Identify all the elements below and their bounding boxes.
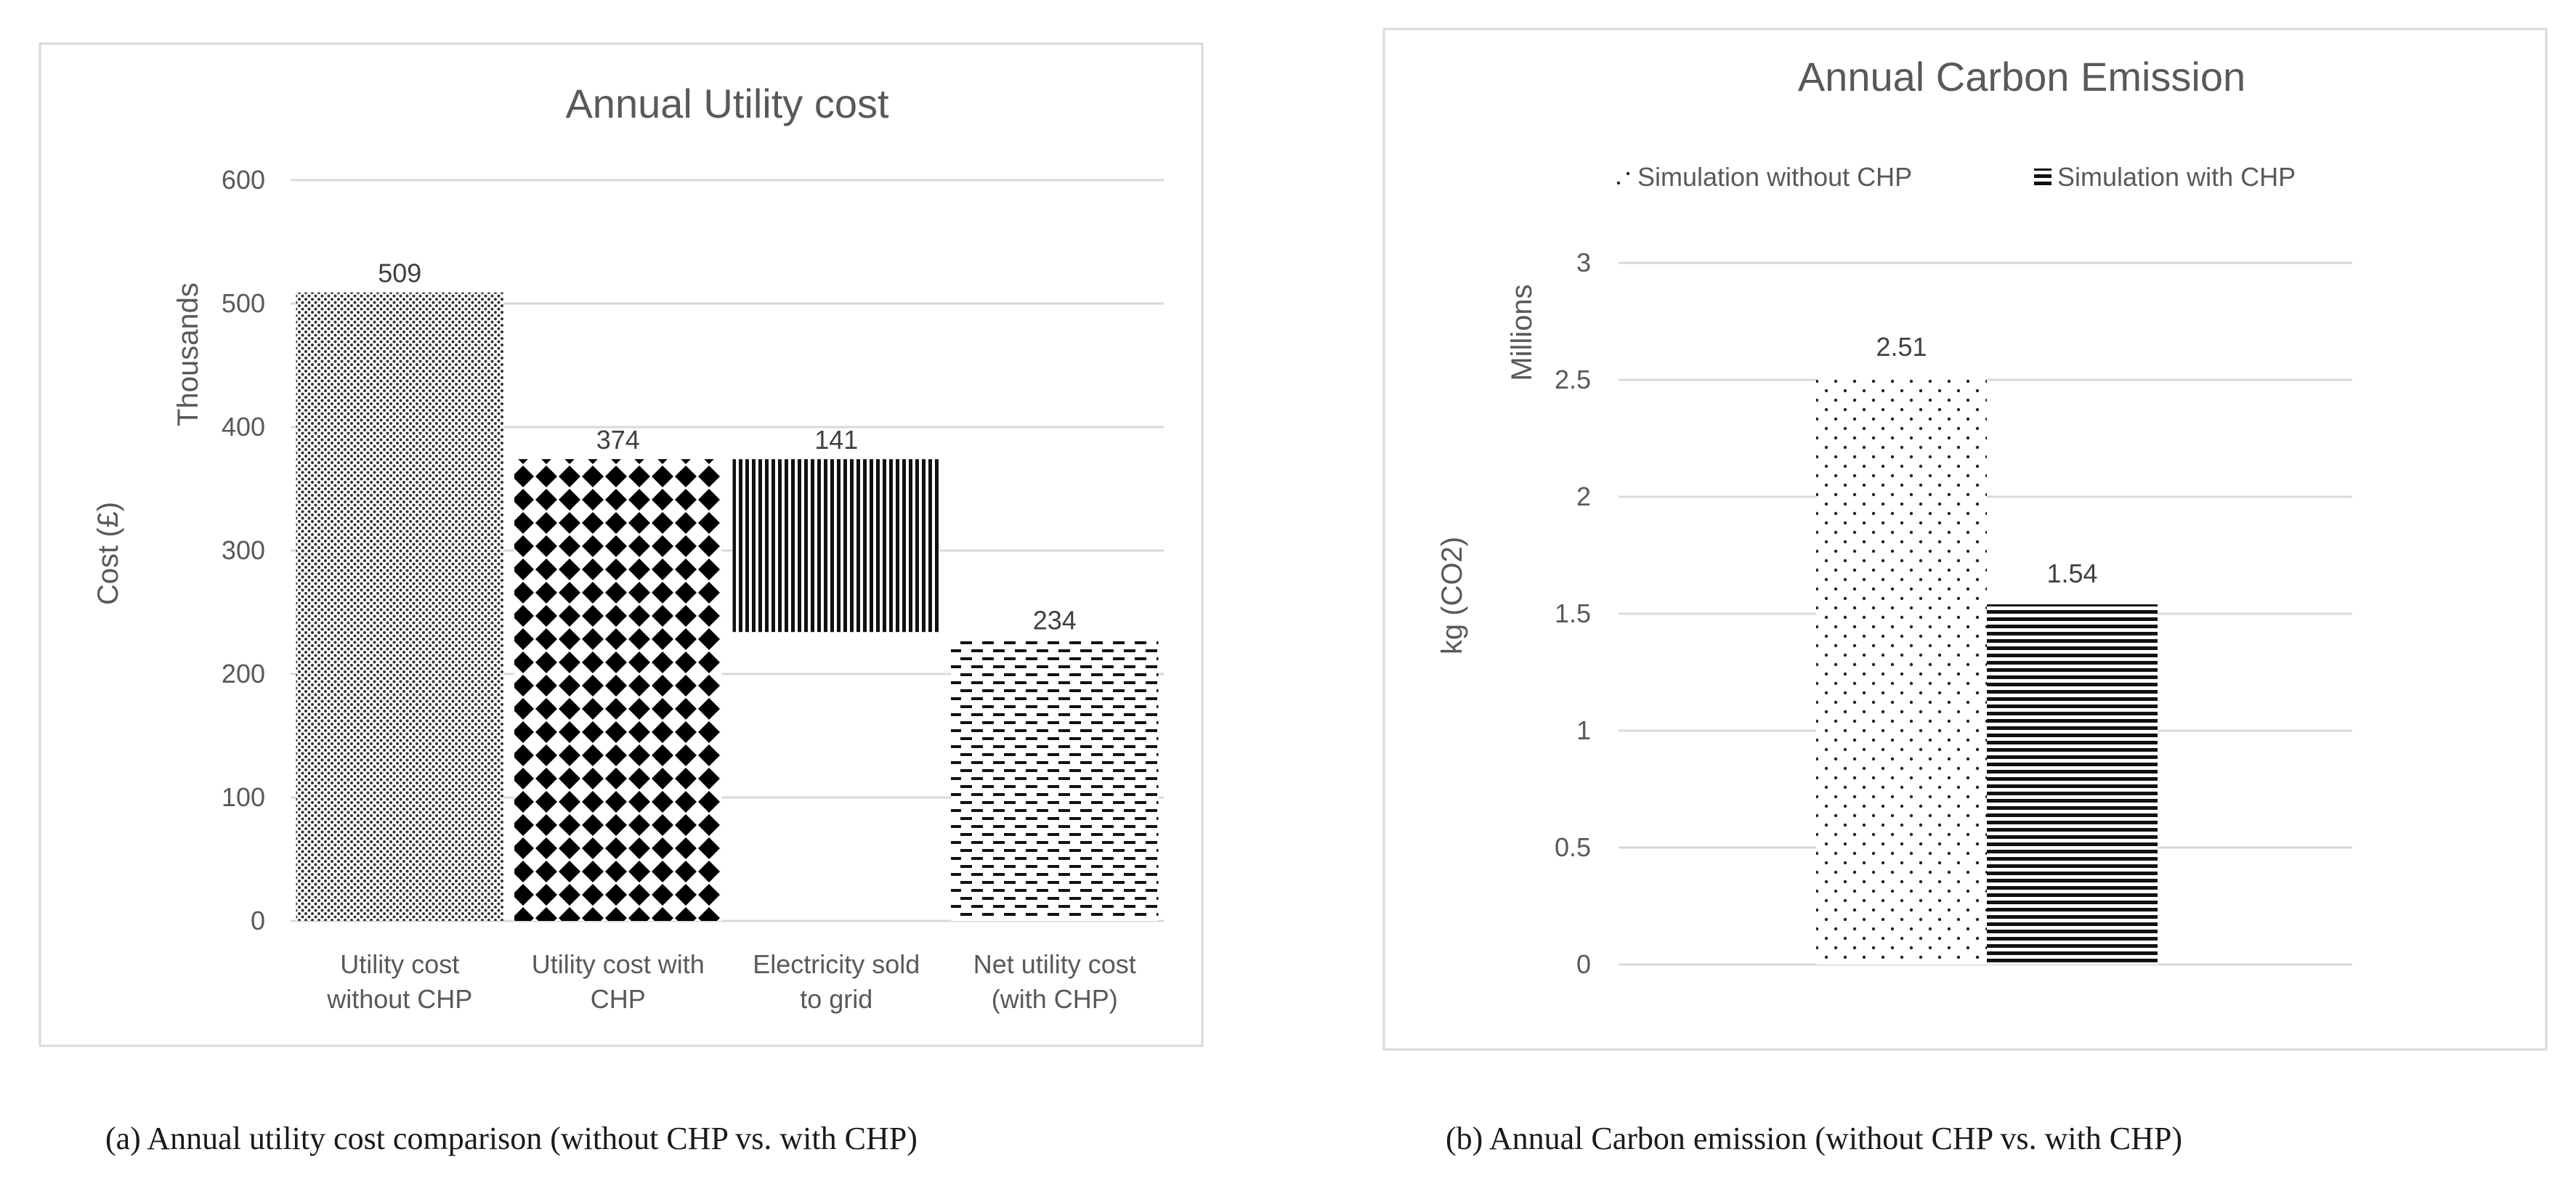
chart-a-ytick-label: 400 [222,412,265,442]
chart-b-bar-label: 2.51 [1876,332,1927,362]
chart-a-title: Annual Utility cost [565,81,889,126]
chart-a-ytick-label: 600 [222,165,265,195]
chart-a-category-label: Utility cost with [532,949,705,979]
chart-b-yunit-label: Millions [1506,284,1538,381]
chart-b-ytick-label: 2.5 [1555,365,1591,394]
chart-a-bar-label: 141 [814,425,858,455]
chart-a-category-label: Utility cost [340,949,459,979]
caption-a: (a) Annual utility cost comparison (with… [105,1121,918,1156]
chart-a-ytick-label: 300 [222,535,265,565]
chart-a-ylabel: Cost (£) [92,502,124,605]
chart-a-ytick-label: 100 [222,782,265,812]
chart-a-bar-label: 234 [1033,605,1077,635]
chart-a-bar [296,292,503,921]
chart-b-bar-label: 1.54 [2046,559,2097,588]
chart-b-bar [1816,377,1987,965]
chart-b-ytick-label: 2 [1576,482,1591,511]
chart-a-bar [951,639,1159,921]
chart-b-ytick-label: 1.5 [1555,598,1591,628]
chart-b-ylabel: kg (CO2) [1436,537,1468,654]
chart-a-bar-label: 374 [596,425,640,455]
chart-b-ytick-label: 3 [1576,248,1591,277]
chart-a-category-label: (with CHP) [992,984,1118,1014]
chart-a-yunit-label: Thousands [172,283,204,426]
chart-a-category-label: Net utility cost [973,949,1136,979]
caption-b: (b) Annual Carbon emission (without CHP … [1446,1121,2183,1156]
chart-a-ytick-label: 500 [222,288,265,318]
chart-b-legend-label: Simulation without CHP [1637,162,1912,192]
chart-a-category-label: to grid [800,984,872,1014]
chart-b-ytick-label: 0.5 [1555,832,1591,862]
chart-a-category-label: Electricity sold [753,949,920,979]
chart-a-category-label: CHP [591,984,646,1014]
chart-a-bar [514,459,722,921]
chart-b-legend-swatch [1614,168,1632,186]
chart-a-bar [732,459,940,633]
chart-a-ytick-label: 200 [222,659,265,689]
chart-a-utility-cost: Annual Utility cost 0 100 200 300 400 500 600 Th… [92,81,1164,1014]
chart-a-category-label: without CHP [326,984,472,1014]
chart-b-carbon-emission: Annual Carbon Emission Simulation without… [1436,54,2352,979]
chart-b-title: Annual Carbon Emission [1798,54,2245,100]
chart-b-ytick-label: 0 [1576,949,1591,979]
chart-b-ytick-label: 1 [1576,715,1591,745]
chart-b-legend-swatch [2034,168,2052,186]
chart-b-legend-label: Simulation with CHP [2057,162,2296,192]
chart-b-bar [1987,604,2158,965]
chart-a-bar-label: 509 [378,259,421,288]
chart-a-ytick-label: 0 [251,906,265,935]
